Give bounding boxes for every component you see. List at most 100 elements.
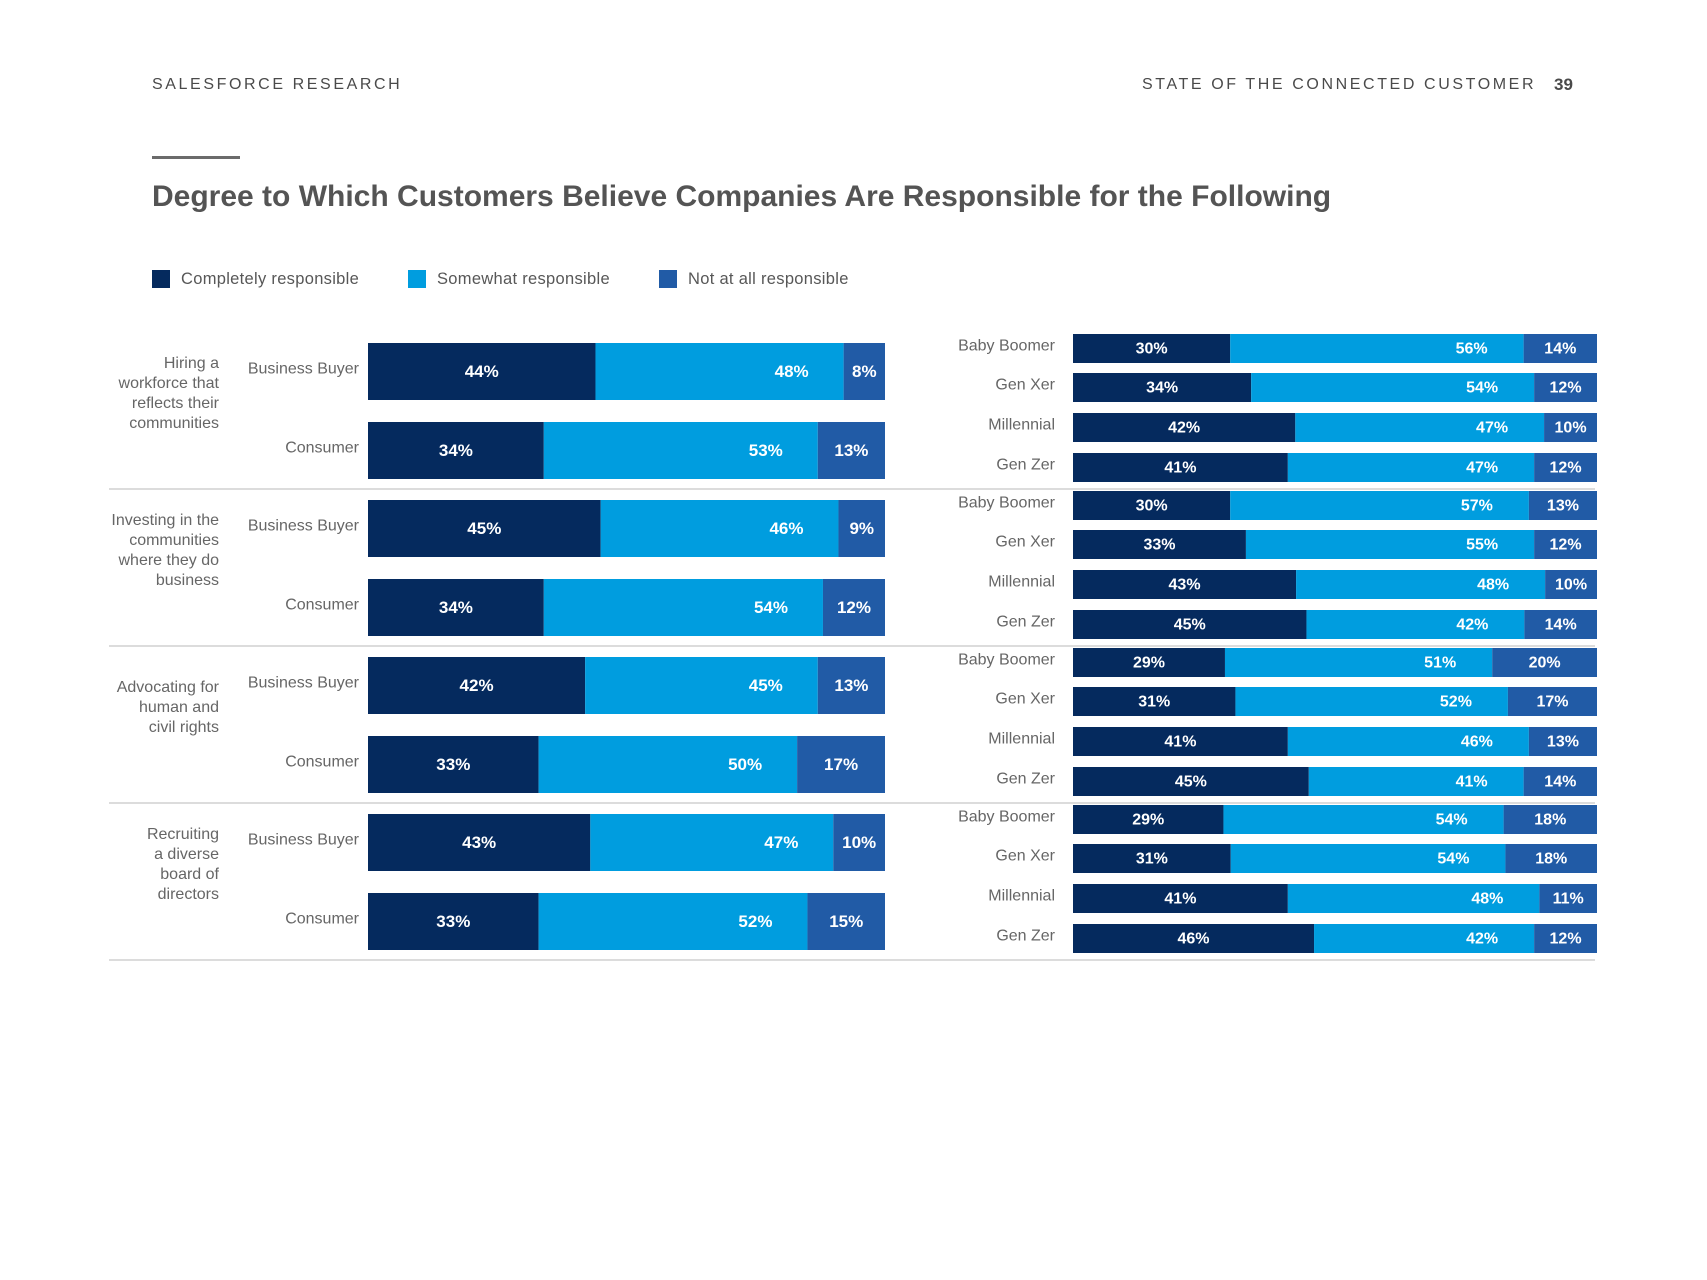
group-3-gen-4-bar-completely: [1073, 767, 1309, 796]
group-1-role-1-label: Business Buyer: [248, 361, 360, 378]
group-1-role-2-bar-somewhat: [543, 422, 818, 479]
group-4-gen-3-value-not-at-all: 11%: [1553, 891, 1584, 908]
report-title-label: STATE OF THE CONNECTED CUSTOMER: [1142, 76, 1537, 93]
group-3-gen-2-bar-completely: [1073, 687, 1236, 716]
group-4-gen-1-bar-completely: [1073, 805, 1224, 834]
group-3-role-1-label: Business Buyer: [248, 675, 360, 692]
group-2-gen-1-value-completely: 30%: [1136, 498, 1168, 515]
group-2-gen-2-bar-not-at-all: [1534, 530, 1597, 559]
group-4-gen-4-bar-somewhat: [1314, 924, 1535, 953]
group-4-gen-2-bar-not-at-all: [1505, 844, 1597, 873]
group-3-gen-3-value-somewhat: 46%: [1461, 734, 1493, 751]
group-1-role-2-bar-completely: [368, 422, 544, 479]
group-1-gen-3-bar-completely: [1073, 413, 1296, 442]
group-1-role-1-bar-not-at-all: [843, 343, 885, 400]
group-4-category-label-line: a diverse: [154, 846, 219, 863]
group-2-gen-4-bar-somewhat: [1306, 610, 1525, 639]
group-3-role-2-value-somewhat: 50%: [728, 755, 762, 774]
group-4-gen-4-bar-completely: [1073, 924, 1315, 953]
group-1-gen-4-value-not-at-all: 12%: [1550, 460, 1582, 477]
group-3-gen-4-value-not-at-all: 14%: [1544, 774, 1576, 791]
legend-swatch-completely: [152, 270, 170, 288]
group-3-role-2-bar-completely: [368, 736, 539, 793]
group-2-gen-1-bar-completely: [1073, 491, 1231, 520]
group-4-category-label-line: directors: [158, 886, 219, 903]
group-4-gen-3-bar-completely: [1073, 884, 1288, 913]
group-3-gen-1-value-somewhat: 51%: [1424, 655, 1456, 672]
group-1-gen-2-bar-somewhat: [1251, 373, 1535, 402]
group-1-gen-3-value-somewhat: 47%: [1476, 420, 1508, 437]
group-4-role-1-bar-somewhat: [590, 814, 834, 871]
group-3-gen-4-value-somewhat: 41%: [1456, 774, 1488, 791]
group-1-gen-4-bar-somewhat: [1287, 453, 1535, 482]
group-3-gen-1-value-not-at-all: 20%: [1529, 655, 1561, 672]
legend-item-not-at-all: Not at all responsible: [659, 268, 849, 290]
group-1-gen-4-bar-not-at-all: [1534, 453, 1597, 482]
group-4-gen-2-bar-completely: [1073, 844, 1231, 873]
group-4-gen-1-bar-not-at-all: [1503, 805, 1597, 834]
group-4-gen-4-value-not-at-all: 12%: [1550, 931, 1582, 948]
group-3-gen-3-bar-not-at-all: [1528, 727, 1597, 756]
group-4-gen-2-bar-somewhat: [1230, 844, 1506, 873]
group-1-role-1-value-not-at-all: 8%: [852, 362, 877, 381]
group-1-role-1-value-completely: 44%: [465, 362, 499, 381]
group-4-gen-1-label: Baby Boomer: [958, 809, 1056, 826]
group-4-gen-1-bar-somewhat: [1223, 805, 1504, 834]
group-2-gen-1-label: Baby Boomer: [958, 495, 1056, 512]
group-3-role-2-bar-not-at-all: [797, 736, 885, 793]
group-1-gen-4-value-somewhat: 47%: [1466, 460, 1498, 477]
group-1-gen-2-value-completely: 34%: [1146, 380, 1178, 397]
group-1-category-label-line: reflects their: [132, 395, 220, 412]
group-3-role-1-bar-somewhat: [585, 657, 818, 714]
group-2-role-2-value-somewhat: 54%: [754, 598, 788, 617]
group-1-gen-1-value-completely: 30%: [1136, 341, 1168, 358]
group-1-gen-1-value-somewhat: 56%: [1456, 341, 1488, 358]
group-3-gen-2-bar-not-at-all: [1507, 687, 1597, 716]
group-2-category-label-line: where they do: [117, 552, 219, 569]
group-3-gen-4-bar-not-at-all: [1523, 767, 1597, 796]
group-4-role-2-value-not-at-all: 15%: [829, 912, 863, 931]
group-1-role-1-bar-somewhat: [595, 343, 844, 400]
group-2-gen-3-bar-completely: [1073, 570, 1297, 599]
group-1-gen-1-value-not-at-all: 14%: [1544, 341, 1576, 358]
group-3-gen-1-label: Baby Boomer: [958, 652, 1056, 669]
group-1-role-2-value-completely: 34%: [439, 441, 473, 460]
group-3-gen-4-value-completely: 45%: [1175, 774, 1207, 791]
group-3-role-1-value-not-at-all: 13%: [834, 676, 868, 695]
group-1-gen-4-label: Gen Zer: [996, 457, 1055, 474]
group-1-gen-2-value-not-at-all: 12%: [1550, 380, 1582, 397]
page-number: 39: [1554, 75, 1573, 94]
group-1-role-2-value-somewhat: 53%: [749, 441, 783, 460]
group-1-category-label-line: workforce that: [118, 375, 220, 392]
group-4-gen-4-bar-not-at-all: [1534, 924, 1597, 953]
group-2-category-label-line: communities: [129, 532, 219, 549]
group-3-gen-2-bar-somewhat: [1235, 687, 1508, 716]
group-3-category-label-line: Advocating for: [117, 679, 220, 696]
group-2-role-2-bar-completely: [368, 579, 544, 636]
legend-swatch-not-at-all: [659, 270, 677, 288]
group-3-gen-3-label: Millennial: [988, 731, 1055, 748]
group-4-role-1-value-not-at-all: 10%: [842, 833, 876, 852]
group-4-gen-4-value-completely: 46%: [1178, 931, 1210, 948]
group-3-role-2-value-completely: 33%: [436, 755, 470, 774]
group-3-gen-3-value-not-at-all: 13%: [1547, 734, 1579, 751]
group-1-gen-3-bar-somewhat: [1295, 413, 1545, 442]
legend-label-completely: Completely responsible: [181, 269, 360, 288]
group-1-category-label-line: communities: [129, 415, 219, 432]
group-2-gen-2-bar-somewhat: [1245, 530, 1535, 559]
group-4-gen-1-value-not-at-all: 18%: [1534, 812, 1566, 829]
report-source-label: SALESFORCE RESEARCH: [152, 76, 403, 93]
group-2-gen-2-label: Gen Xer: [995, 534, 1055, 551]
group-1-gen-2-bar-completely: [1073, 373, 1252, 402]
group-4-gen-3-bar-not-at-all: [1539, 884, 1597, 913]
group-2-gen-4-value-not-at-all: 14%: [1545, 617, 1577, 634]
group-2-role-1-bar-completely: [368, 500, 601, 557]
group-4-gen-3-bar-somewhat: [1287, 884, 1540, 913]
group-4-role-2-label: Consumer: [285, 911, 359, 928]
group-4-category-label-line: Recruiting: [147, 826, 219, 843]
group-2-gen-4-label: Gen Zer: [996, 614, 1055, 631]
group-2-gen-1-bar-somewhat: [1230, 491, 1529, 520]
group-2-gen-3-label: Millennial: [988, 574, 1055, 591]
group-2-role-2-bar-somewhat: [543, 579, 823, 636]
